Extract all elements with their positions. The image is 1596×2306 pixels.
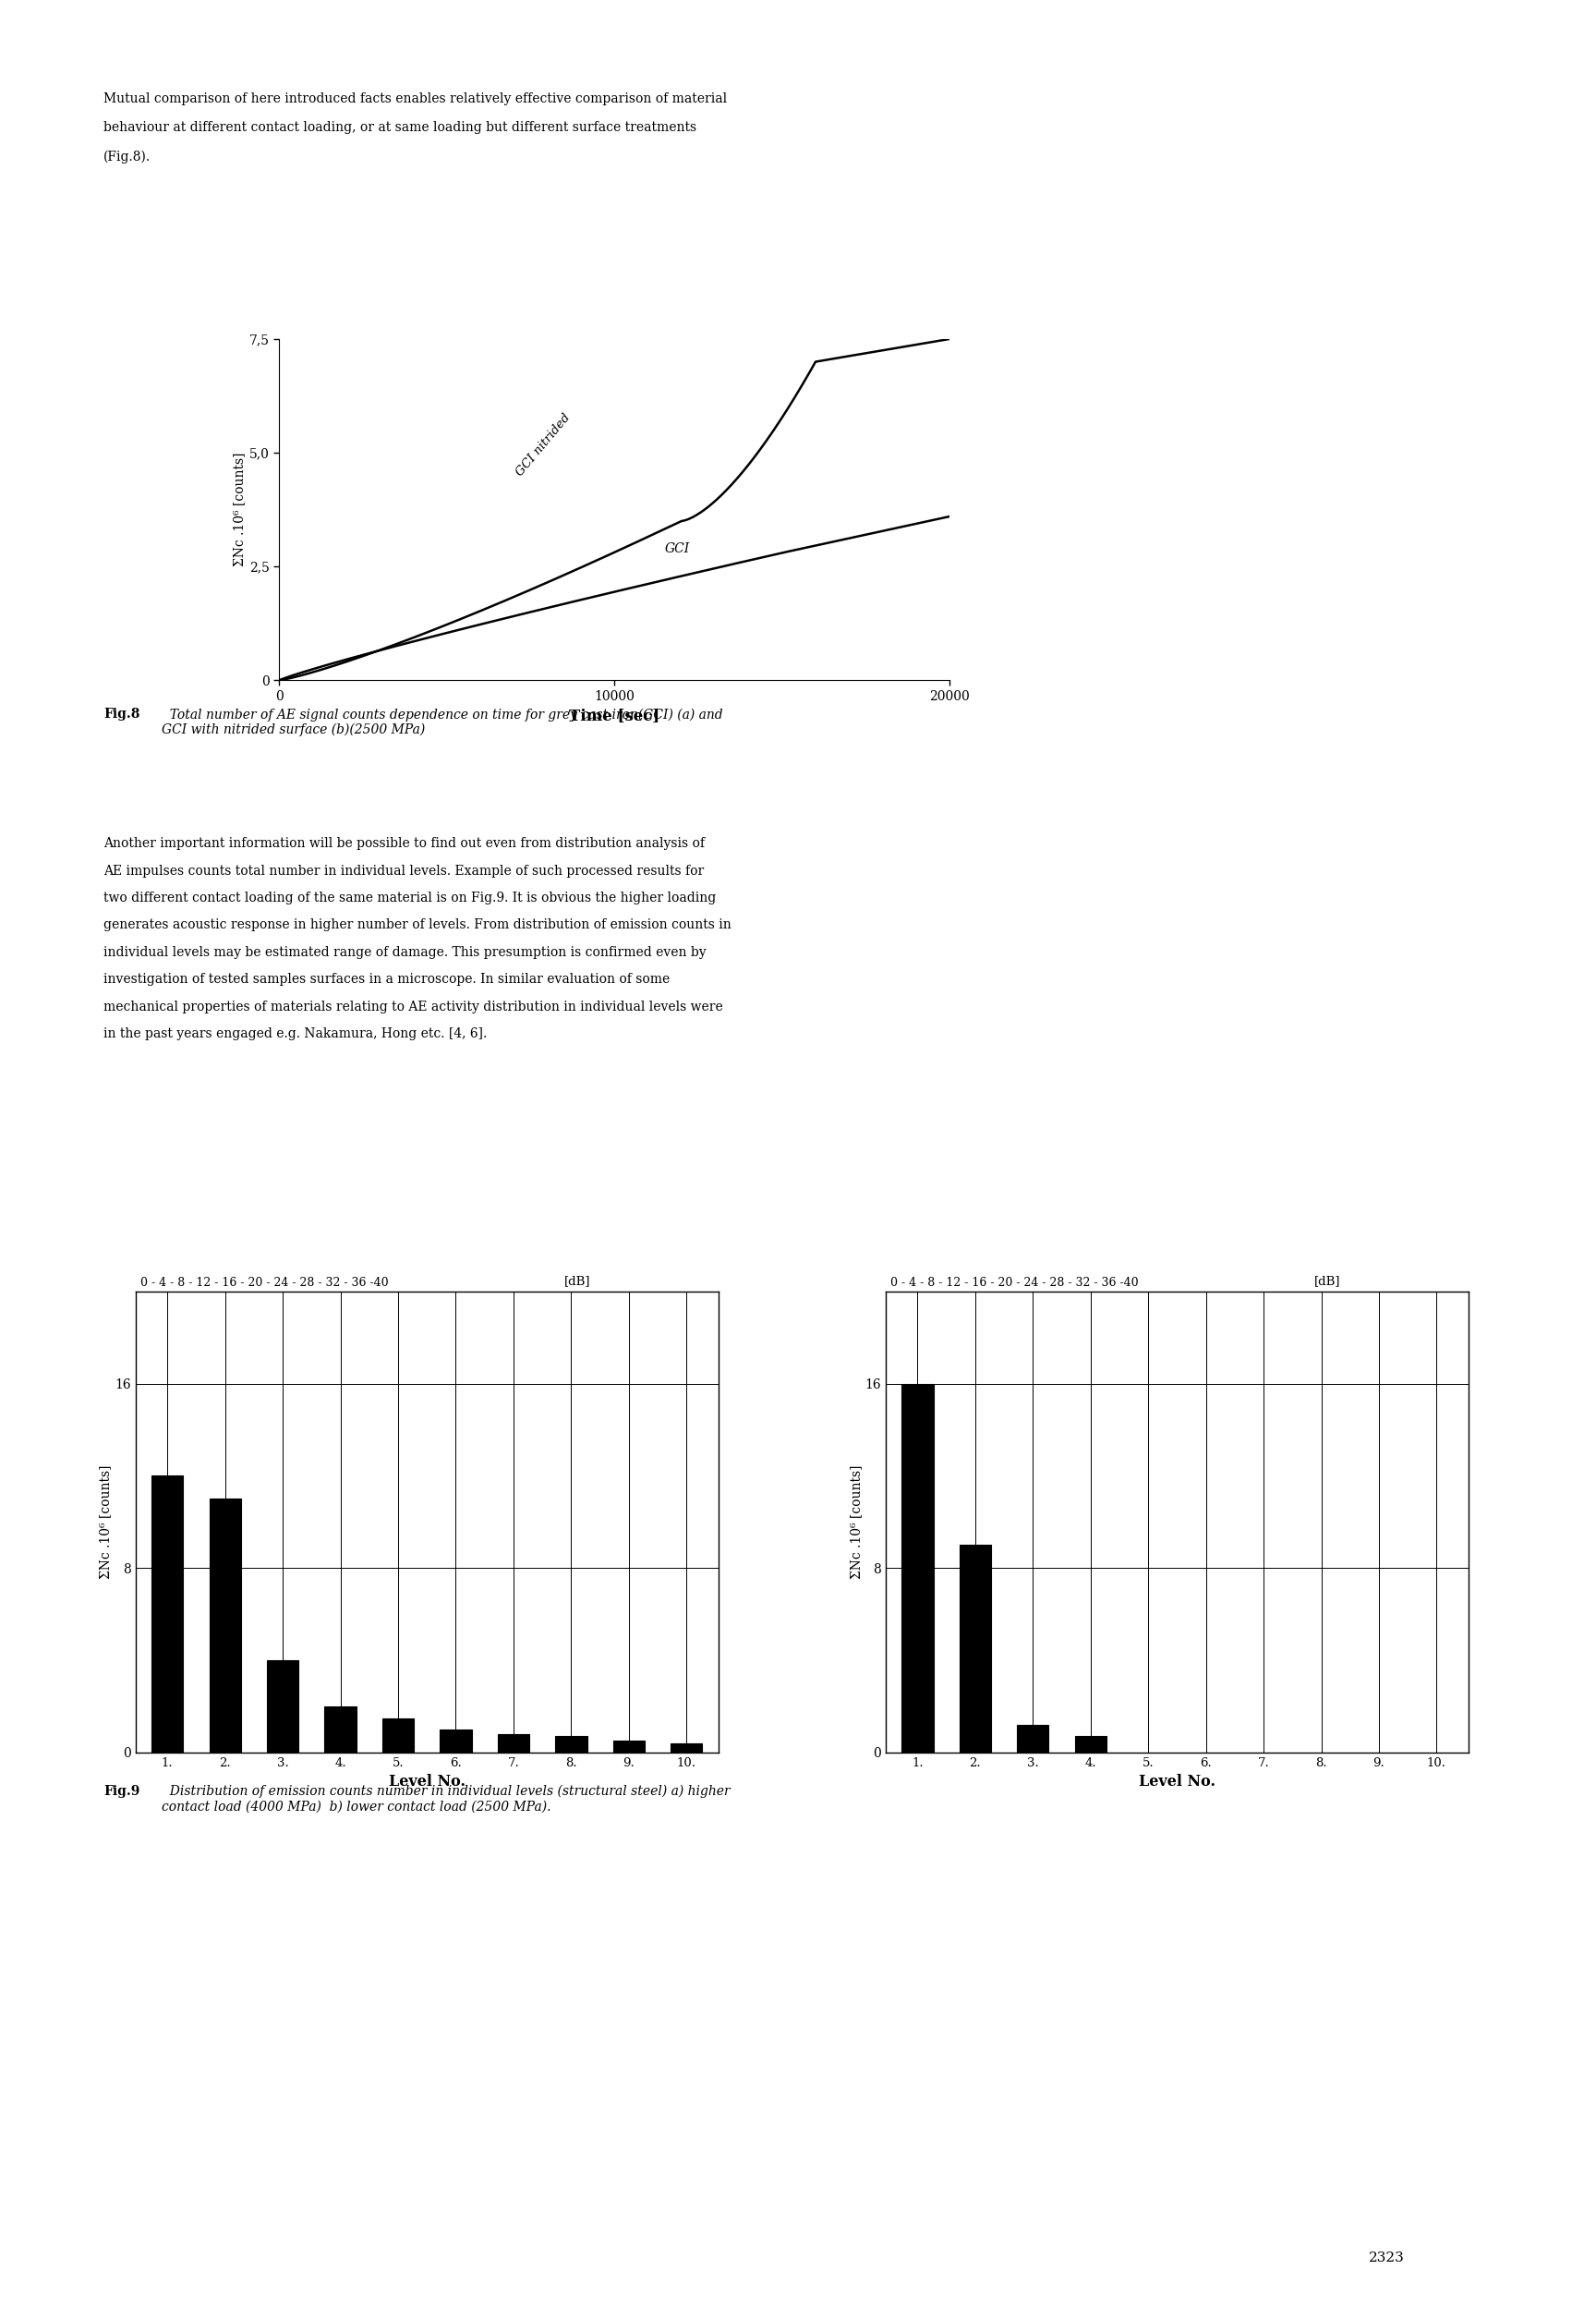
Text: in the past years engaged e.g. Nakamura, Hong etc. [4, 6].: in the past years engaged e.g. Nakamura,… — [104, 1028, 487, 1040]
Text: Fig.9: Fig.9 — [104, 1785, 140, 1799]
Text: [dB]: [dB] — [1315, 1275, 1341, 1287]
Bar — [1074, 1736, 1106, 1753]
Y-axis label: ΣNc .10⁶ [counts]: ΣNc .10⁶ [counts] — [99, 1464, 112, 1580]
Text: Distribution of emission counts number in individual levels (structural steel) a: Distribution of emission counts number i… — [161, 1785, 729, 1813]
Text: 0 - 4 - 8 - 12 - 16 - 20 - 24 - 28 - 32 - 36 -40: 0 - 4 - 8 - 12 - 16 - 20 - 24 - 28 - 32 … — [891, 1278, 1138, 1289]
X-axis label: Level No.: Level No. — [388, 1773, 466, 1789]
Text: Mutual comparison of here introduced facts enables relatively effective comparis: Mutual comparison of here introduced fac… — [104, 92, 728, 106]
Y-axis label: ΣNc .10⁶ [counts]: ΣNc .10⁶ [counts] — [849, 1464, 862, 1580]
Text: investigation of tested samples surfaces in a microscope. In similar evaluation : investigation of tested samples surfaces… — [104, 973, 670, 987]
X-axis label: Level No.: Level No. — [1138, 1773, 1216, 1789]
Bar — [555, 1736, 587, 1753]
Bar — [324, 1706, 356, 1753]
Bar — [381, 1718, 413, 1753]
Text: GCI nitrided: GCI nitrided — [514, 410, 573, 477]
Bar — [498, 1734, 530, 1753]
Bar — [959, 1545, 991, 1753]
Text: mechanical properties of materials relating to AE activity distribution in indiv: mechanical properties of materials relat… — [104, 1001, 723, 1012]
Text: AE impulses counts total number in individual levels. Example of such processed : AE impulses counts total number in indiv… — [104, 865, 704, 876]
Bar — [152, 1476, 184, 1753]
Text: generates acoustic response in higher number of levels. From distribution of emi: generates acoustic response in higher nu… — [104, 918, 731, 932]
Bar — [440, 1730, 472, 1753]
Text: Fig.8: Fig.8 — [104, 708, 140, 722]
X-axis label: Time [sec]: Time [sec] — [570, 708, 659, 724]
Bar — [670, 1743, 702, 1753]
Text: Another important information will be possible to find out even from distributio: Another important information will be po… — [104, 837, 705, 851]
Bar — [1017, 1725, 1049, 1753]
Text: 2323: 2323 — [1369, 2251, 1404, 2264]
Text: Total number of AE signal counts dependence on time for grey cast iron(GCI) (a) : Total number of AE signal counts depende… — [161, 708, 723, 736]
Bar — [613, 1741, 645, 1753]
Text: two different contact loading of the same material is on Fig.9. It is obvious th: two different contact loading of the sam… — [104, 892, 717, 904]
Y-axis label: ΣNc .10⁶ [counts]: ΣNc .10⁶ [counts] — [233, 452, 246, 567]
Text: behaviour at different contact loading, or at same loading but different surface: behaviour at different contact loading, … — [104, 120, 697, 134]
Text: (Fig.8).: (Fig.8). — [104, 150, 152, 164]
Bar — [209, 1499, 241, 1753]
Text: 0 - 4 - 8 - 12 - 16 - 20 - 24 - 28 - 32 - 36 -40: 0 - 4 - 8 - 12 - 16 - 20 - 24 - 28 - 32 … — [140, 1278, 388, 1289]
Text: [dB]: [dB] — [565, 1275, 591, 1287]
Bar — [902, 1384, 934, 1753]
Text: individual levels may be estimated range of damage. This presumption is confirme: individual levels may be estimated range… — [104, 945, 707, 959]
Bar — [267, 1660, 298, 1753]
Text: GCI: GCI — [664, 542, 689, 556]
